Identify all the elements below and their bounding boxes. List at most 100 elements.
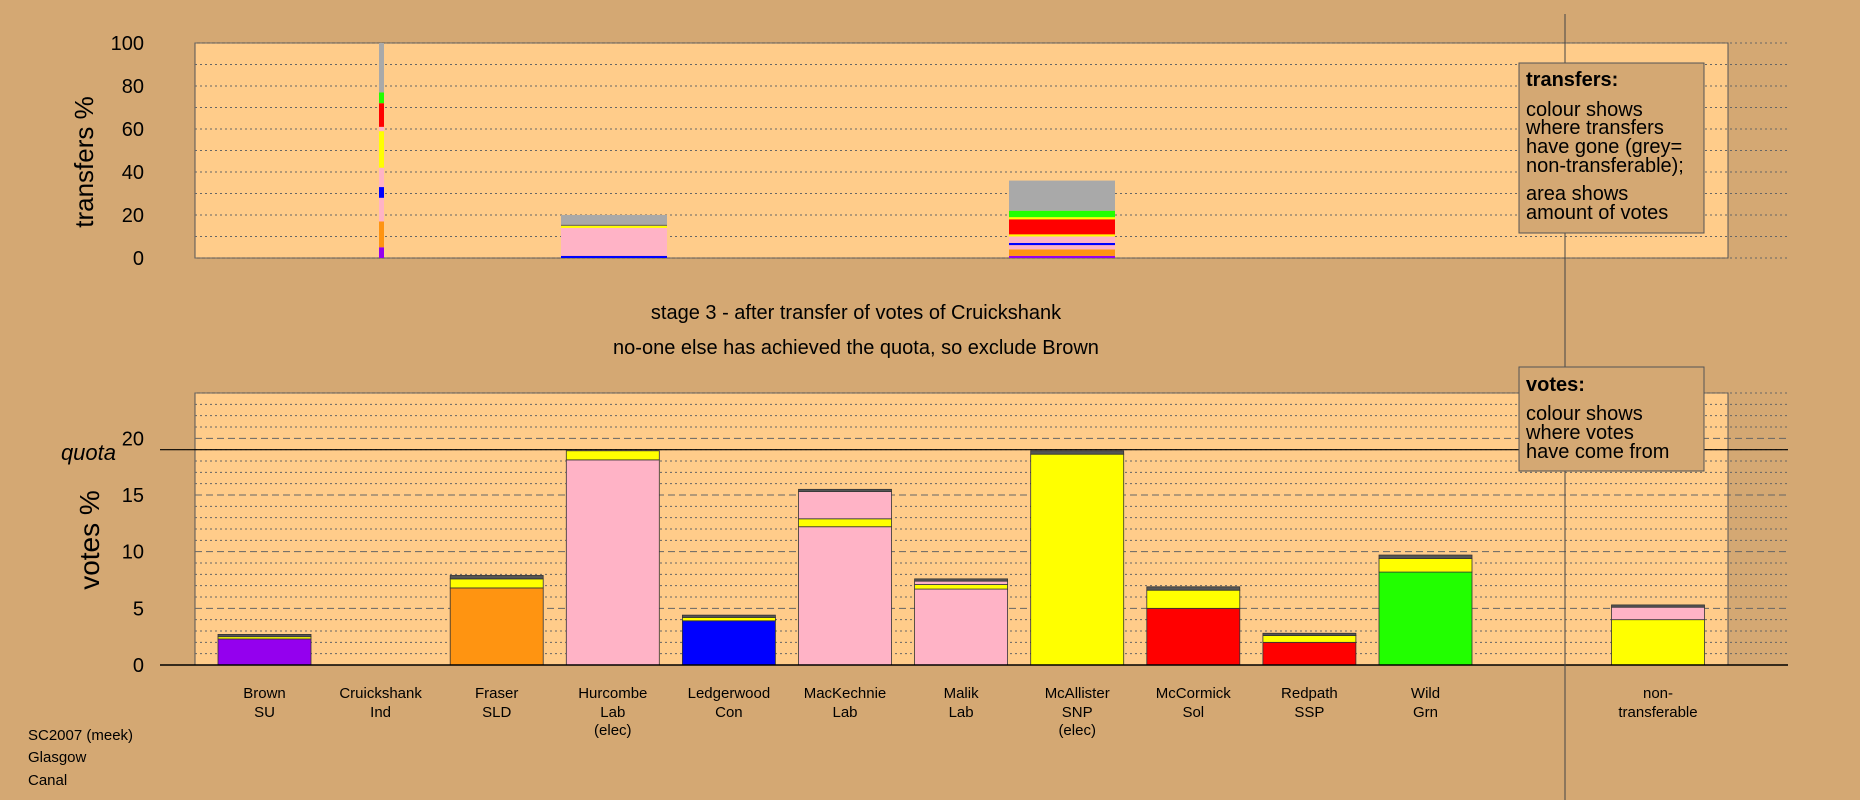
- candidate-name-label: Hurcombe: [578, 685, 647, 702]
- transfers-axis-label: transfers %: [69, 96, 99, 228]
- votes-legend-line: where votes: [1525, 422, 1634, 444]
- transfers-legend-title: transfers:: [1526, 69, 1618, 91]
- candidate-name-label: non-: [1643, 685, 1673, 702]
- candidate-party-label: Lab: [832, 704, 857, 721]
- candidate-party-label: Ind: [370, 704, 391, 721]
- votes-tick-label: 20: [122, 428, 144, 450]
- text-layer: stage 3 - after transfer of votes of Cru…: [28, 33, 1698, 789]
- vote-bar-segment: [449, 575, 544, 580]
- transfer-segment-mcallister-yellow: [1009, 234, 1115, 237]
- candidate-name-label: Ledgerwood: [688, 685, 771, 702]
- stage-subtitle: no-one else has achieved the quota, so e…: [613, 337, 1099, 359]
- transfers-legend-line: amount of votes: [1526, 202, 1668, 224]
- transfer-segment-fraser-darkgrey: [561, 224, 667, 226]
- transfer-segment-cruickshank-blue: [379, 187, 384, 198]
- footer-line-2: Glasgow: [28, 749, 87, 766]
- vote-bar-segment: [1262, 641, 1357, 666]
- vote-bar-segment: [1146, 586, 1241, 591]
- transfer-segment-cruickshank-purple: [379, 247, 384, 258]
- candidate-party-label: SNP: [1062, 704, 1093, 721]
- transfer-segment-cruickshank-pink: [379, 167, 384, 188]
- candidate-party-label: transferable: [1618, 704, 1697, 721]
- transfer-segment-mcallister-pink: [1009, 236, 1115, 243]
- vote-bar-segment: [1146, 607, 1241, 666]
- transfers-legend-line: have gone (grey=: [1526, 136, 1682, 158]
- transfer-segment-cruickshank-grey: [379, 43, 384, 93]
- vote-bar-segment: [798, 488, 892, 493]
- votes-legend-title: votes:: [1526, 374, 1585, 396]
- transfers-tick-label: 60: [122, 119, 144, 141]
- candidate-name-label: Wild: [1411, 685, 1440, 702]
- transfer-segment-cruickshank-yellow: [379, 131, 384, 168]
- votes-tick-label: 15: [122, 485, 144, 507]
- quota-label: quota: [61, 440, 116, 465]
- vote-bar-segment: [449, 578, 544, 589]
- candidate-party-label: Sol: [1182, 704, 1204, 721]
- transfer-segment-mcallister-yellow: [1009, 217, 1115, 220]
- transfers-legend-line: where transfers: [1525, 117, 1664, 139]
- candidate-party-label: Con: [715, 704, 743, 721]
- footer-line-1: SC2007 (meek): [28, 727, 133, 744]
- vote-bar-segment: [449, 587, 544, 666]
- transfers-legend-line: non-transferable);: [1526, 155, 1684, 177]
- candidate-party-label: Lab: [600, 704, 625, 721]
- votes-tick-label: 5: [133, 598, 144, 620]
- candidate-name-label: Cruickshank: [339, 685, 422, 702]
- transfer-segment-cruickshank-pink: [379, 126, 384, 132]
- votes-legend-box: [1518, 366, 1705, 472]
- transfers-tick-label: 20: [122, 205, 144, 227]
- transfers-legend-box: [1518, 62, 1705, 234]
- transfer-segment-cruickshank-orange: [379, 221, 384, 248]
- vote-bar-segment: [1611, 606, 1705, 621]
- candidate-name-label: Redpath: [1281, 685, 1338, 702]
- vote-bar-segment: [1262, 635, 1357, 643]
- vote-bar-segment: [682, 620, 776, 666]
- transfer-segment-fraser-grey: [561, 215, 667, 225]
- transfer-segment-mcallister-blue: [1009, 242, 1115, 246]
- transfer-segment-cruickshank-pink: [379, 197, 384, 222]
- transfers-legend-line: area shows: [1526, 183, 1628, 205]
- transfer-segment-fraser-pink: [561, 227, 667, 256]
- vote-bar-segment: [217, 634, 312, 638]
- vote-bar-segment: [914, 584, 1008, 590]
- candidate-status-label: (elec): [1058, 722, 1096, 739]
- transfer-segment-mcallister-red: [1009, 219, 1115, 235]
- transfers-legend-line: colour shows: [1526, 99, 1643, 121]
- transfer-segment-mcallister-pink: [1009, 245, 1115, 250]
- transfer-segment-fraser-blue: [561, 255, 667, 258]
- transfer-segment-mcallister-purple: [1009, 255, 1115, 258]
- footer-line-3: Canal: [28, 772, 67, 789]
- vote-bar-segment: [565, 450, 660, 461]
- candidate-party-label: SU: [254, 704, 275, 721]
- vote-bar-segment: [1262, 632, 1357, 636]
- vote-bar-segment: [798, 526, 892, 666]
- vote-bar-segment: [914, 588, 1008, 666]
- votes-legend-line: have come from: [1526, 441, 1669, 463]
- candidate-name-label: Malik: [944, 685, 980, 702]
- vote-bar-segment: [1378, 558, 1473, 573]
- candidate-party-label: SSP: [1294, 704, 1324, 721]
- stage-title: stage 3 - after transfer of votes of Cru…: [651, 302, 1062, 324]
- transfer-segment-mcallister-green: [1009, 210, 1115, 218]
- vote-bar-segment: [1146, 589, 1241, 609]
- transfer-segment-mcallister-orange: [1009, 249, 1115, 256]
- transfers-tick-label: 100: [111, 33, 144, 55]
- candidate-party-label: Grn: [1413, 704, 1438, 721]
- vote-bar-segment: [914, 578, 1008, 582]
- transfer-segment-fraser-yellow: [561, 225, 667, 228]
- transfers-tick-label: 0: [133, 248, 144, 270]
- candidate-name-label: McAllister: [1045, 685, 1110, 702]
- transfers-tick-label: 80: [122, 76, 144, 98]
- candidate-name-label: McCormick: [1156, 685, 1231, 702]
- transfer-segment-mcallister-grey: [1009, 180, 1115, 211]
- candidate-party-label: SLD: [482, 704, 511, 721]
- vote-bar-segment: [217, 638, 312, 666]
- transfer-segment-cruickshank-green: [379, 92, 384, 104]
- candidate-name-label: Fraser: [475, 685, 518, 702]
- vote-bar-segment: [1030, 450, 1125, 455]
- candidate-status-label: (elec): [594, 722, 632, 739]
- transfer-segment-cruickshank-red: [379, 103, 384, 127]
